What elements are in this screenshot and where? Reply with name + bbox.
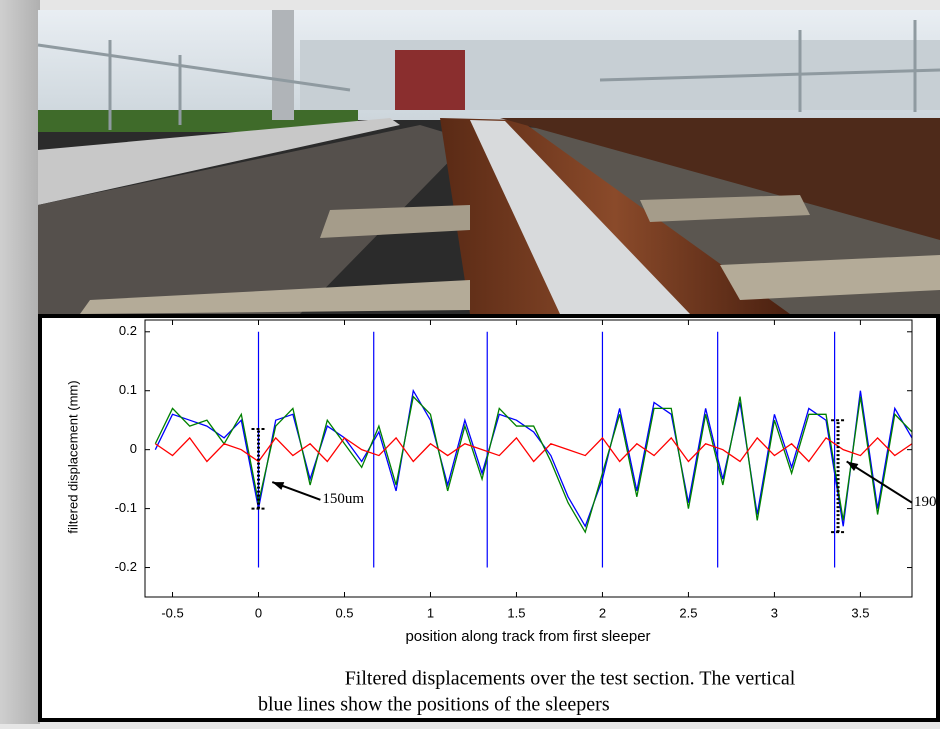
annotation: 150um (322, 491, 364, 507)
y-tick-label: 0 (130, 441, 137, 456)
x-tick-label: 0.5 (335, 605, 353, 620)
chart-panel (40, 316, 938, 720)
x-tick-label: 3 (771, 605, 778, 620)
x-tick-label: 1.5 (507, 605, 525, 620)
annotation: 190 (914, 494, 937, 510)
y-tick-label: 0.1 (119, 382, 137, 397)
x-tick-label: 2 (599, 605, 606, 620)
photo (38, 10, 940, 314)
y-axis-label: filtered displacement (mm) (65, 380, 80, 533)
x-axis-label: position along track from first sleeper (405, 628, 650, 645)
x-tick-label: 0 (255, 605, 262, 620)
side-strip (0, 0, 40, 724)
x-tick-label: 3.5 (851, 605, 869, 620)
y-tick-label: -0.2 (115, 559, 137, 574)
y-tick-label: -0.1 (115, 500, 137, 515)
caption-line: Filtered displacements over the test sec… (345, 668, 796, 690)
x-tick-label: 1 (427, 605, 434, 620)
x-tick-label: -0.5 (161, 605, 183, 620)
screenshot: filtered displacement (mm) position alon… (0, 0, 940, 724)
y-tick-label: 0.2 (119, 323, 137, 338)
caption-line: blue lines show the positions of the sle… (258, 694, 610, 716)
x-tick-label: 2.5 (679, 605, 697, 620)
